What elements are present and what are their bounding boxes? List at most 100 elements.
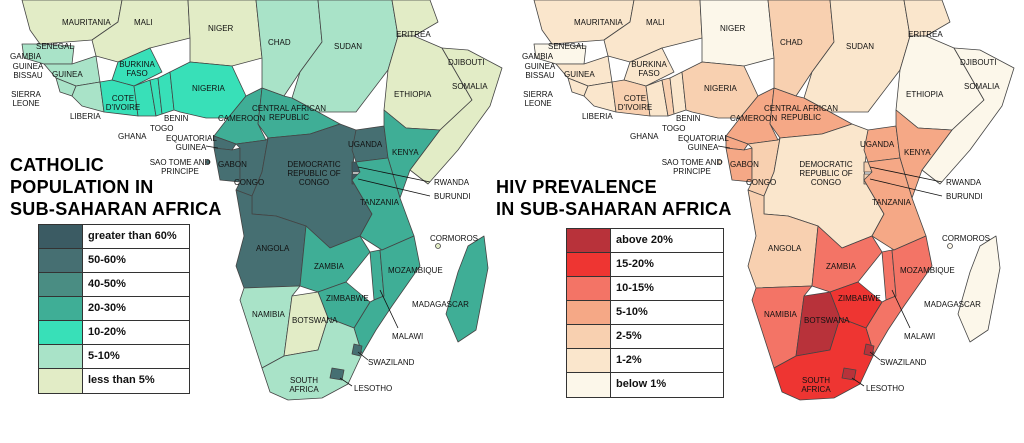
label-togo: TOGO [150,124,174,133]
label-sierra-leone: SIERRA LEONE [11,90,41,108]
label-south-africa: SOUTH AFRICA [289,376,319,394]
label-madagascar: MADAGASCAR [924,300,981,309]
label-niger: NIGER [208,24,234,33]
region-burkina-faso [111,47,163,87]
label-drc: DEMOCRATIC REPUBLIC OF CONGO [799,160,853,187]
label-zambia: ZAMBIA [826,262,856,271]
region-sao-tome [205,159,211,165]
legend-label: 5-10% [88,350,120,362]
region-somalia [409,47,503,185]
label-malawi: MALAWI [392,332,424,341]
region-niger [699,0,775,67]
legend-label: 20-30% [88,302,126,314]
label-angola: ANGOLA [768,244,802,253]
label-niger: NIGER [720,24,746,33]
region-kenya [383,109,441,199]
region-somalia [921,47,1015,185]
catholic-map-title: CATHOLIC POPULATION IN SUB-SAHARAN AFRIC… [10,154,222,220]
label-sierra-leone: SIERRA LEONE [523,90,553,108]
label-ghana: GHANA [118,132,147,141]
label-burkina-faso: BURKINA FASO [119,60,155,78]
label-guinea: GUINEA [564,70,595,79]
label-sao-tome: SAO TOME AND PRINCIPE [661,158,723,176]
label-swaziland: SWAZILAND [368,358,415,367]
label-car: CENTRAL AFRICAN REPUBLIC [252,104,326,122]
label-tanzania: TANZANIA [360,198,399,207]
label-kenya: KENYA [904,148,931,157]
label-eritrea: ERITREA [908,30,943,39]
region-liberia [71,81,105,113]
legend-item: 20-30% [39,297,189,321]
region-eritrea [391,0,439,37]
region-cormoros [435,243,441,249]
legend-label: 15-20% [616,258,654,270]
legend-swatch [39,345,83,368]
region-burkina-faso [623,47,675,87]
legend-swatch [567,229,611,252]
label-lesotho: LESOTHO [354,384,393,393]
title-line: HIV PREVALENCE [496,177,657,197]
legend-item: greater than 60% [39,225,189,249]
region-sao-tome [717,159,723,165]
legend-item: above 20% [567,229,723,253]
label-botswana: BOTSWANA [804,316,850,325]
label-burundi: BURUNDI [946,192,983,201]
label-tanzania: TANZANIA [872,198,911,207]
legend-swatch [567,373,611,397]
label-congo: CONGO [234,178,265,187]
label-cote-divoire: COTE D'IVOIRE [105,94,141,112]
label-equatorial-guinea: EQUATORIAL GUINEA [678,134,729,152]
label-madagascar: MADAGASCAR [412,300,469,309]
label-angola: ANGOLA [256,244,290,253]
label-rwanda: RWANDA [434,178,470,187]
region-madagascar [957,235,1001,343]
label-gabon: GABON [730,160,759,169]
label-gambia: GAMBIA [10,52,42,61]
label-lesotho: LESOTHO [866,384,905,393]
region-zambia [299,225,371,293]
catholic-legend: greater than 60% 50-60% 40-50% 20-30% 10… [38,224,190,394]
label-zimbabwe: ZIMBABWE [838,294,881,303]
label-ghana: GHANA [630,132,659,141]
label-mali: MALI [646,18,665,27]
legend-label: above 20% [616,234,673,246]
label-zambia: ZAMBIA [314,262,344,271]
title-line: CATHOLIC [10,155,105,175]
label-ethiopia: ETHIOPIA [394,90,432,99]
label-equatorial-guinea: EQUATORIAL GUINEA [166,134,217,152]
region-eritrea [903,0,951,37]
title-line: POPULATION IN [10,177,154,197]
legend-item: 10-20% [39,321,189,345]
legend-swatch [39,273,83,296]
label-guinea-bissau: GUINEA BISSAU [12,62,44,80]
legend-label: 50-60% [88,254,126,266]
legend-label: 10-20% [88,326,126,338]
label-chad: CHAD [780,38,803,47]
legend-swatch [567,253,611,276]
label-mauritania: MAURITANIA [62,18,111,27]
label-nigeria: NIGERIA [704,84,737,93]
label-mauritania: MAURITANIA [574,18,623,27]
label-liberia: LIBERIA [70,112,101,121]
label-burundi: BURUNDI [434,192,471,201]
label-cameroon: CAMEROON [730,114,778,123]
label-mozambique: MOZAMBIQUE [388,266,443,275]
legend-item: 15-20% [567,253,723,277]
label-swaziland: SWAZILAND [880,358,927,367]
label-namibia: NAMIBIA [252,310,285,319]
label-cormoros: CORMOROS [942,234,990,243]
hiv-prevalence-map: HIV PREVALENCE IN SUB-SAHARAN AFRICA abo… [496,0,1024,443]
label-djibouti: DJIBOUTI [448,58,485,67]
region-madagascar [445,235,489,343]
legend-label: 10-15% [616,282,654,294]
legend-item: 1-2% [567,349,723,373]
label-cormoros: CORMOROS [430,234,478,243]
legend-swatch [567,277,611,300]
label-guinea-bissau: GUINEA BISSAU [524,62,556,80]
label-burkina-faso: BURKINA FASO [631,60,667,78]
region-zambia [811,225,883,293]
region-lesotho [841,367,857,381]
label-benin: BENIN [676,114,701,123]
region-liberia [583,81,617,113]
label-congo: CONGO [746,178,777,187]
